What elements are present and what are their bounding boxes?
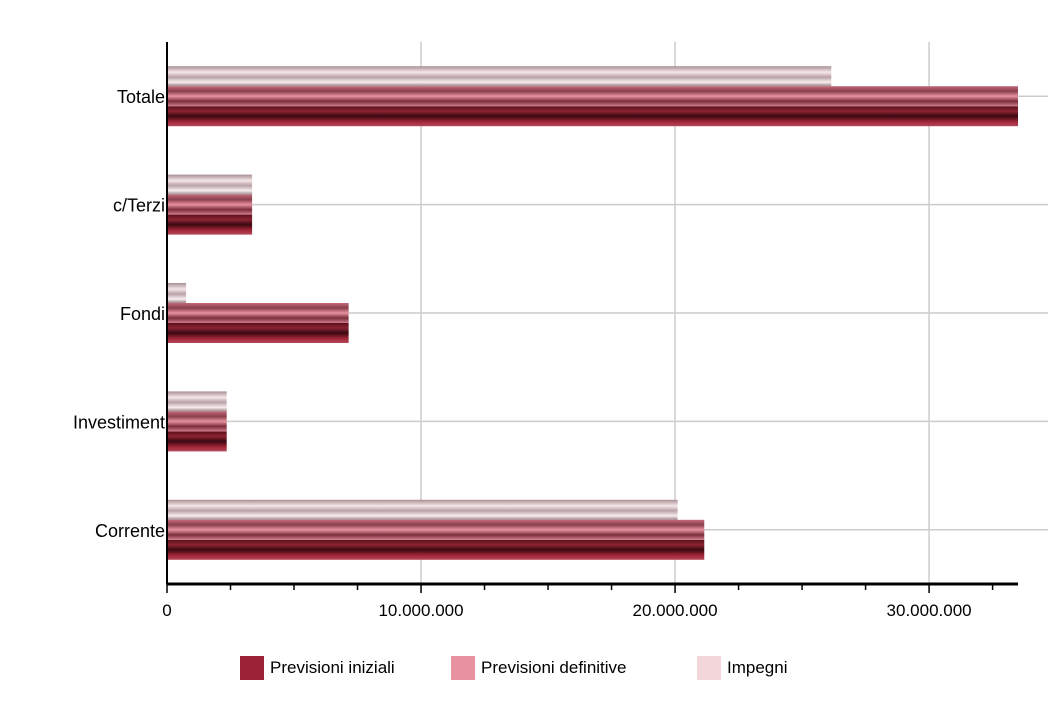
legend-label: Previsioni iniziali xyxy=(270,658,395,677)
x-tick-label: 20.000.000 xyxy=(633,601,718,620)
x-tick-label: 0 xyxy=(162,601,171,620)
axes xyxy=(166,42,1018,586)
legend: Previsioni iniziali Previsioni definitive… xyxy=(240,656,787,680)
legend-swatch xyxy=(697,656,721,680)
legend-swatch xyxy=(451,656,475,680)
bar-0-3 xyxy=(167,431,227,452)
legend-label: Impegni xyxy=(727,658,787,677)
bar-1-1 xyxy=(167,194,253,215)
y-tick-label: Fondi xyxy=(120,304,165,324)
y-tick-label: Investiment xyxy=(73,412,165,432)
bar-1-3 xyxy=(167,411,227,432)
y-tick-label: Corrente xyxy=(95,521,165,541)
bar-0-1 xyxy=(167,214,253,235)
bar-1-0 xyxy=(167,86,1018,107)
bar-2-2 xyxy=(167,283,187,303)
bar-1-4 xyxy=(167,519,705,540)
bar-2-1 xyxy=(167,174,253,195)
bar-0-4 xyxy=(167,539,705,560)
legend-swatch xyxy=(240,656,264,680)
x-tick-label: 10.000.000 xyxy=(378,601,463,620)
bar-2-4 xyxy=(167,499,678,520)
bar-2-3 xyxy=(167,391,227,412)
y-axis-labels: Totale c/Terzi Fondi Investiment Corrente xyxy=(73,87,165,541)
x-tick-label: 30.000.000 xyxy=(887,601,972,620)
bar-0-0 xyxy=(167,106,1018,127)
bars xyxy=(167,66,1018,560)
bar-1-2 xyxy=(167,303,349,323)
y-tick-label: Totale xyxy=(117,87,165,107)
bar-0-2 xyxy=(167,323,349,343)
legend-label: Previsioni definitive xyxy=(481,658,627,677)
x-axis-ticks: 0 10.000.000 20.000.000 30.000.000 xyxy=(162,584,994,620)
bar-2-0 xyxy=(167,66,832,87)
y-tick-label: c/Terzi xyxy=(113,196,165,216)
